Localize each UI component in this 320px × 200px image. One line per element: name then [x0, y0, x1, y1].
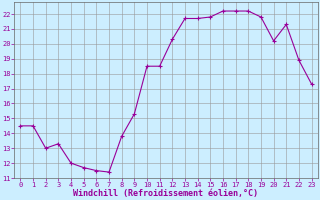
X-axis label: Windchill (Refroidissement éolien,°C): Windchill (Refroidissement éolien,°C)	[74, 189, 259, 198]
